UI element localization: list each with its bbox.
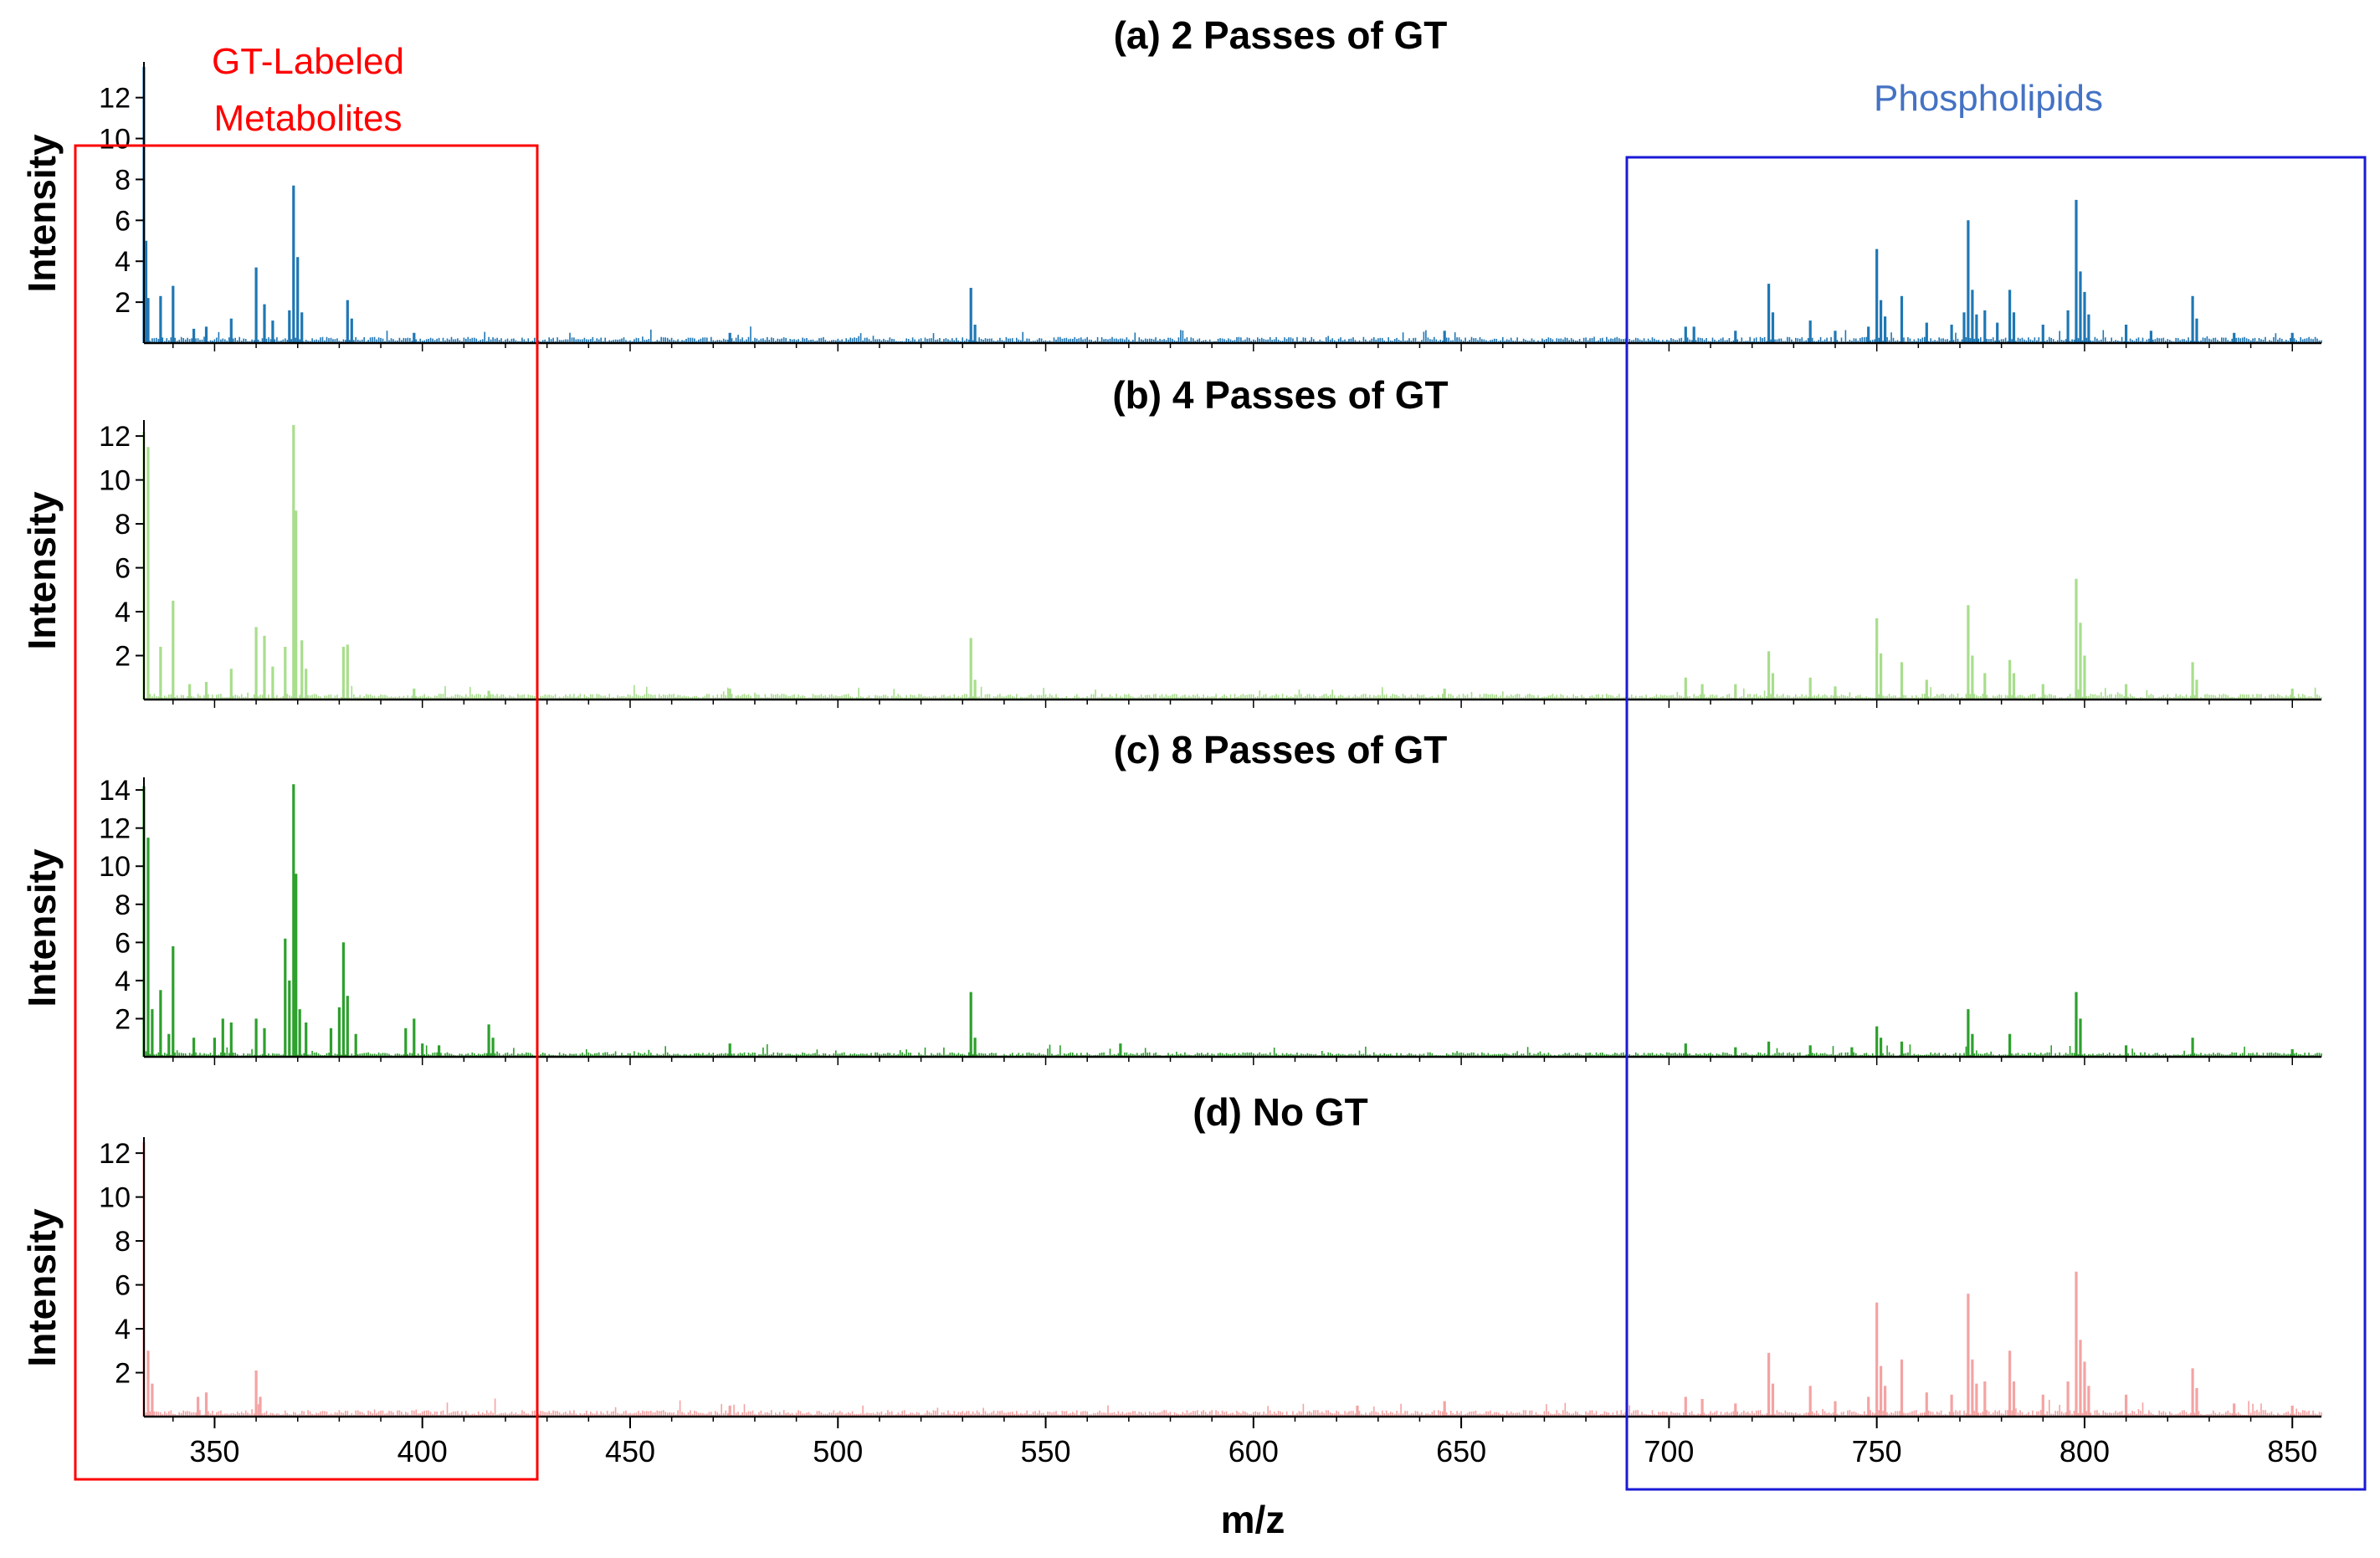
baseline-noise (143, 1044, 2322, 1057)
y-axis-label: Intensity (20, 491, 64, 650)
x-tick-label: 600 (1228, 1434, 1279, 1468)
y-tick-label: 12 (99, 83, 131, 115)
y-tick-label: 6 (115, 1270, 131, 1302)
x-tick-label: 800 (2059, 1434, 2110, 1468)
spectrum-panel-4: (d) No GT Intensity 2 4 6 8 10 12 (20, 1090, 2322, 1425)
y-tick-label: 8 (115, 889, 131, 921)
y-tick-label: 10 (99, 124, 131, 156)
y-tick-label: 12 (99, 1138, 131, 1170)
y-tick-label: 2 (115, 1003, 131, 1035)
y-tick-label: 12 (99, 421, 131, 453)
baseline-noise (143, 1398, 2322, 1417)
y-tick-label: 4 (115, 597, 131, 628)
y-tick-label: 8 (115, 164, 131, 196)
x-tick-label: 350 (189, 1434, 239, 1468)
panel-title: (a) 2 Passes of GT (1114, 13, 1448, 57)
y-tick-label: 8 (115, 1226, 131, 1258)
gt-region-label-line2: Metabolites (213, 98, 402, 139)
spectrum-panel-3: (c) 8 Passes of GT Intensity 2 4 6 8 10 12 14 (20, 728, 2322, 1065)
y-tick-label: 2 (115, 1358, 131, 1390)
x-tick-label: 400 (398, 1434, 448, 1468)
gt-labeled-region-box (74, 144, 539, 1481)
x-tick-label: 450 (605, 1434, 655, 1468)
baseline-noise (143, 326, 2322, 343)
y-tick-label: 6 (115, 553, 131, 585)
spectrum-panel-1: (a) 2 Passes of GT Intensity 2 4 6 8 10 12 (20, 13, 2322, 351)
baseline-noise (143, 684, 2322, 700)
y-tick-label: 14 (99, 775, 131, 807)
y-tick-label: 2 (115, 287, 131, 319)
phospholipids-label: Phospholipids (1874, 78, 2103, 119)
y-axis-label: Intensity (20, 134, 64, 293)
x-tick-label: 750 (1852, 1434, 1902, 1468)
y-tick-label: 4 (115, 966, 131, 997)
y-tick-label: 6 (115, 205, 131, 237)
x-tick-label: 500 (813, 1434, 863, 1468)
x-tick-label: 650 (1436, 1434, 1486, 1468)
panel-title: (c) 8 Passes of GT (1114, 728, 1448, 771)
y-tick-label: 10 (99, 851, 131, 883)
y-axis-label: Intensity (20, 848, 64, 1007)
y-tick-label: 10 (99, 465, 131, 497)
spectrum-panel-2: (b) 4 Passes of GT Intensity 2 4 6 8 10 12 (20, 373, 2322, 708)
y-tick-label: 4 (115, 246, 131, 278)
y-axis-label: Intensity (20, 1208, 64, 1367)
x-axis-label: m/z (1221, 1498, 1285, 1541)
y-tick-label: 12 (99, 813, 131, 845)
x-axis-ticks: 350 400 450 500 550 600 650 700 750 800 850 (189, 1417, 2317, 1468)
y-tick-label: 4 (115, 1314, 131, 1345)
y-tick-label: 10 (99, 1182, 131, 1214)
phospholipids-region-box (1625, 156, 2367, 1491)
panel-title: (b) 4 Passes of GT (1112, 373, 1448, 417)
y-tick-label: 6 (115, 927, 131, 959)
gt-region-label-line1: GT-Labeled (212, 41, 404, 82)
x-tick-label: 850 (2267, 1434, 2317, 1468)
panel-title: (d) No GT (1193, 1090, 1368, 1134)
x-tick-label: 550 (1021, 1434, 1071, 1468)
y-tick-label: 8 (115, 509, 131, 541)
x-tick-label: 700 (1644, 1434, 1694, 1468)
y-tick-label: 2 (115, 641, 131, 673)
